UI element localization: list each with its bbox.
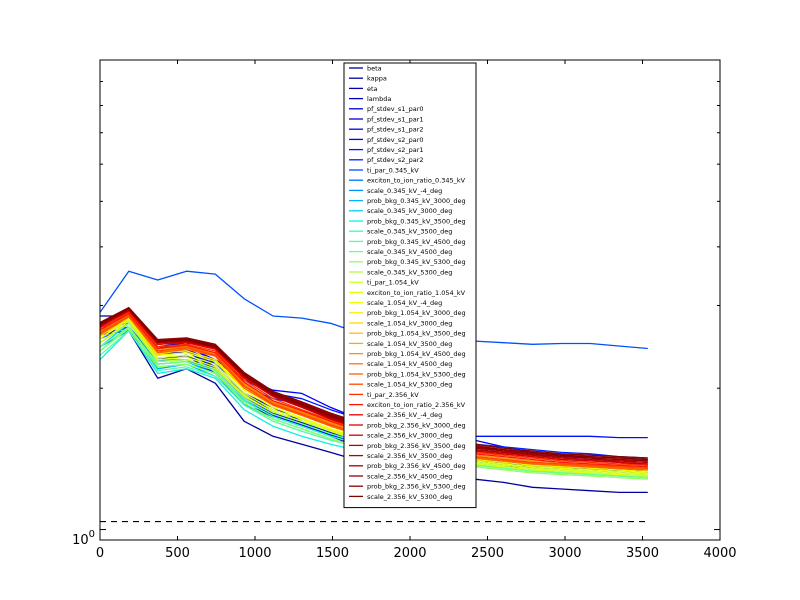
legend-label-16: scale_0.345_kV_3500_deg (367, 228, 452, 236)
legend-label-18: scale_0.345_kV_4500_deg (367, 248, 452, 256)
legend-label-12: scale_0.345_kV_-4_deg (367, 187, 442, 195)
legend-label-14: scale_0.345_kV_3000_deg (367, 207, 452, 215)
x-tick-label-5: 2500 (471, 546, 504, 561)
x-tick-label-8: 4000 (703, 546, 736, 561)
legend-label-39: prob_bkg_2.356_kV_4500_deg (367, 462, 466, 470)
legend-label-6: pf_stdev_s1_par2 (367, 126, 424, 134)
legend-label-40: scale_2.356_kV_4500_deg (367, 472, 452, 480)
legend-label-34: scale_2.356_kV_-4_deg (367, 411, 442, 419)
legend-label-13: prob_bkg_0.345_kV_3000_deg (367, 197, 466, 205)
legend-label-37: prob_bkg_2.356_kV_3500_deg (367, 442, 466, 450)
legend-label-32: ti_par_2.356_kV (367, 391, 419, 399)
legend-label-4: pf_stdev_s1_par0 (367, 105, 424, 113)
legend-label-24: prob_bkg_1.054_kV_3000_deg (367, 309, 466, 317)
x-tick-label-6: 3000 (548, 546, 581, 561)
legend-label-0: beta (367, 64, 382, 72)
legend-label-20: scale_0.345_kV_5300_deg (367, 268, 452, 276)
legend-label-35: prob_bkg_2.356_kV_3000_deg (367, 421, 466, 429)
y-tick-label-exponent: 0 (89, 529, 95, 540)
legend-label-42: scale_2.356_kV_5300_deg (367, 493, 452, 501)
legend-label-21: ti_par_1.054_kV (367, 279, 419, 287)
legend-label-30: prob_bkg_1.054_kV_5300_deg (367, 370, 466, 378)
legend-label-28: prob_bkg_1.054_kV_4500_deg (367, 350, 466, 358)
legend-label-27: scale_1.054_kV_3500_deg (367, 340, 452, 348)
legend-label-29: scale_1.054_kV_4500_deg (367, 360, 452, 368)
y-tick-label-base: 10 (72, 533, 89, 548)
legend-label-36: scale_2.356_kV_3000_deg (367, 432, 452, 440)
legend-label-17: prob_bkg_0.345_kV_4500_deg (367, 238, 466, 246)
x-tick-label-7: 3500 (626, 546, 659, 561)
legend-box (343, 62, 477, 509)
x-tick-label-2: 1000 (238, 546, 271, 561)
x-tick-label-4: 2000 (393, 546, 426, 561)
legend-label-23: scale_1.054_kV_-4_deg (367, 299, 442, 307)
legend-label-10: ti_par_0.345_kV (367, 166, 419, 174)
x-tick-label-1: 500 (165, 546, 190, 561)
legend-label-25: scale_1.054_kV_3000_deg (367, 319, 452, 327)
legend-label-31: scale_1.054_kV_5300_deg (367, 381, 452, 389)
legend-label-2: eta (367, 85, 378, 93)
legend-label-11: exciton_to_ion_ratio_0.345_kV (367, 177, 466, 185)
legend-label-38: scale_2.356_kV_3500_deg (367, 452, 452, 460)
legend-label-1: kappa (367, 75, 387, 83)
legend-label-3: lambda (367, 95, 391, 103)
x-tick-label-0: 0 (96, 546, 104, 561)
legend-label-8: pf_stdev_s2_par1 (367, 146, 424, 154)
legend-label-33: exciton_to_ion_ratio_2.356_kV (367, 401, 466, 409)
legend-label-15: prob_bkg_0.345_kV_3500_deg (367, 217, 466, 225)
x-tick-label-3: 1500 (316, 546, 349, 561)
legend-label-9: pf_stdev_s2_par2 (367, 156, 424, 164)
legend-label-7: pf_stdev_s2_par0 (367, 136, 424, 144)
legend-label-22: exciton_to_ion_ratio_1.054_kV (367, 289, 466, 297)
legend-label-26: prob_bkg_1.054_kV_3500_deg (367, 330, 466, 338)
legend-label-41: prob_bkg_2.356_kV_5300_deg (367, 483, 466, 491)
y-tick-label: 100 (72, 529, 95, 548)
legend-label-5: pf_stdev_s1_par1 (367, 115, 424, 123)
legend: beta kappa eta lambda pf_stdev_s1_par0 pf_std… (343, 62, 477, 509)
legend-label-19: prob_bkg_0.345_kV_5300_deg (367, 258, 466, 266)
